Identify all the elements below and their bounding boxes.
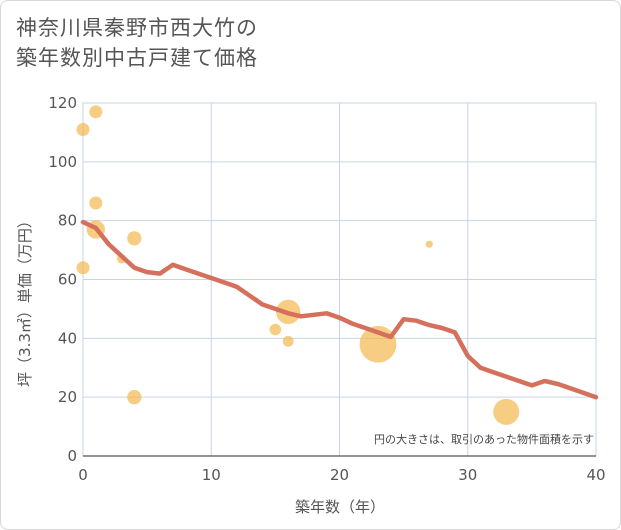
x-tick-label: 30 [458, 466, 477, 484]
trend-line [80, 219, 599, 400]
x-tick-label: 10 [202, 466, 221, 484]
bubble-point [425, 240, 433, 248]
grid-lines [83, 103, 596, 456]
bubble-layer [76, 105, 520, 425]
bubble-point [127, 390, 142, 405]
x-tick-label: 20 [330, 466, 349, 484]
bubble-point [89, 196, 103, 210]
y-tick-label: 60 [58, 271, 77, 289]
y-tick-label: 120 [48, 94, 77, 112]
y-tick-label: 80 [58, 212, 77, 230]
x-tick-label: 0 [78, 466, 88, 484]
bubble-point [269, 323, 282, 336]
size-legend-note: 円の大きさは、取引のあった物件面積を示す [374, 432, 594, 446]
bubble-point [89, 105, 103, 119]
y-tick-label: 20 [58, 388, 77, 406]
x-tick-label: 40 [586, 466, 605, 484]
bubble-point [76, 261, 90, 275]
bubble-point [76, 122, 90, 136]
x-tick-labels: 0 10 20 30 40 [78, 466, 605, 484]
y-tick-label: 100 [48, 153, 77, 171]
chart-title-line2: 築年数別中古戸建て価格 [16, 46, 258, 70]
chart-title-line1: 神奈川県秦野市西大竹の [16, 16, 258, 40]
bubble-point [493, 398, 520, 425]
y-tick-label: 40 [58, 329, 77, 347]
bubble-point [282, 335, 294, 347]
bubble-point [127, 231, 142, 246]
y-tick-label: 0 [67, 447, 77, 465]
x-axis-label: 築年数（年） [295, 498, 385, 516]
y-tick-labels: 0 20 40 60 80 100 120 [48, 94, 77, 465]
y-axis-label: 坪（3.3㎡）単価（万円） [16, 213, 34, 387]
chart-title: 神奈川県秦野市西大竹の 築年数別中古戸建て価格 [16, 13, 258, 73]
